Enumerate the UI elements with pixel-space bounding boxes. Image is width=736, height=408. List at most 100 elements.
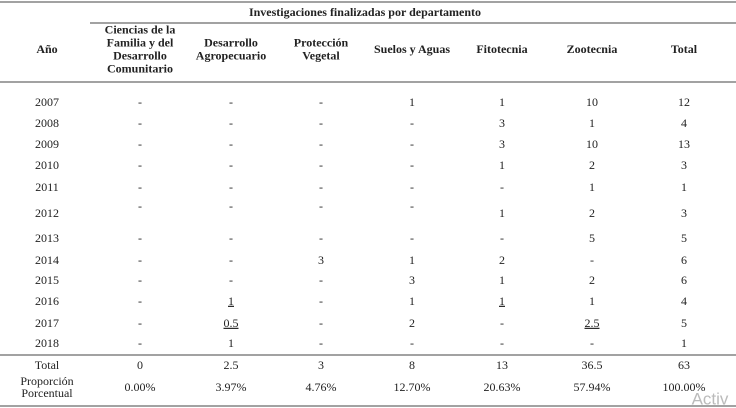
cell: 1 bbox=[409, 294, 415, 308]
cell: 3 bbox=[681, 158, 687, 172]
cell: 2 bbox=[499, 253, 505, 267]
cell: - bbox=[410, 180, 414, 194]
column-header: Agropecuario bbox=[196, 48, 266, 62]
cell: 1 bbox=[499, 95, 505, 109]
column-header: Desarrollo bbox=[113, 48, 167, 62]
cell: - bbox=[229, 231, 233, 245]
cell: 4 bbox=[681, 294, 687, 308]
cell: - bbox=[229, 253, 233, 267]
cell: - bbox=[500, 180, 504, 194]
cell: - bbox=[138, 231, 142, 245]
cell: 2 bbox=[409, 316, 415, 330]
column-header: Familia y del bbox=[107, 35, 174, 49]
cell: 3 bbox=[681, 206, 687, 220]
cell: 36.5 bbox=[582, 358, 603, 372]
cell: 2.5 bbox=[585, 316, 600, 330]
cell: - bbox=[138, 336, 142, 350]
cell: - bbox=[138, 294, 142, 308]
cell: 6 bbox=[681, 253, 687, 267]
cell: 3 bbox=[409, 273, 415, 287]
cell: - bbox=[319, 316, 323, 330]
cell: - bbox=[138, 137, 142, 151]
cell: - bbox=[410, 336, 414, 350]
cell: 1 bbox=[681, 336, 687, 350]
cell: 5 bbox=[681, 231, 687, 245]
row-label: 2014 bbox=[35, 253, 59, 267]
cell: 13 bbox=[678, 137, 690, 151]
row-label: 2012 bbox=[35, 206, 59, 220]
cell: - bbox=[138, 273, 142, 287]
cell: - bbox=[138, 95, 142, 109]
cell: - bbox=[500, 316, 504, 330]
cell: 1 bbox=[409, 253, 415, 267]
row-label: 2009 bbox=[35, 137, 59, 151]
column-header: Ciencias de la bbox=[105, 22, 176, 36]
cell: - bbox=[319, 294, 323, 308]
cell: 12.70% bbox=[394, 380, 431, 394]
cell: - bbox=[229, 95, 233, 109]
cell: 1 bbox=[499, 206, 505, 220]
cell: 5 bbox=[589, 231, 595, 245]
row-label: Proporción bbox=[20, 374, 73, 388]
cell: - bbox=[229, 199, 233, 213]
cell: 3 bbox=[318, 358, 324, 372]
cell: - bbox=[319, 158, 323, 172]
cell: 1 bbox=[589, 294, 595, 308]
cell: - bbox=[319, 273, 323, 287]
cell: 1 bbox=[228, 294, 234, 308]
column-header: Vegetal bbox=[302, 48, 340, 62]
cell: 0 bbox=[137, 358, 143, 372]
cell: 20.63% bbox=[484, 380, 521, 394]
cell: 100.00% bbox=[663, 380, 706, 394]
cell: 3.97% bbox=[216, 380, 247, 394]
row-label: Total bbox=[35, 358, 60, 372]
cell: 8 bbox=[409, 358, 415, 372]
row-label: 2016 bbox=[35, 294, 59, 308]
cell: - bbox=[500, 231, 504, 245]
cell: 4 bbox=[681, 116, 687, 130]
cell: 10 bbox=[586, 95, 598, 109]
cell: 0.5 bbox=[224, 316, 239, 330]
cell: - bbox=[410, 116, 414, 130]
cell: - bbox=[319, 116, 323, 130]
cell: 12 bbox=[678, 95, 690, 109]
cell: - bbox=[138, 158, 142, 172]
cell: - bbox=[138, 316, 142, 330]
cell: - bbox=[138, 199, 142, 213]
row-label: 2015 bbox=[35, 273, 59, 287]
cell: 1 bbox=[499, 294, 505, 308]
cell: - bbox=[500, 336, 504, 350]
cell: - bbox=[319, 180, 323, 194]
row-label: 2008 bbox=[35, 116, 59, 130]
cell: - bbox=[319, 336, 323, 350]
watermark: Activ bbox=[692, 389, 729, 408]
cell: - bbox=[410, 199, 414, 213]
cell: - bbox=[138, 253, 142, 267]
cell: 2 bbox=[589, 206, 595, 220]
cell: 3 bbox=[499, 137, 505, 151]
cell: - bbox=[410, 231, 414, 245]
cell: 1 bbox=[499, 158, 505, 172]
cell: 1 bbox=[589, 180, 595, 194]
cell: 2 bbox=[589, 158, 595, 172]
cell: - bbox=[410, 137, 414, 151]
row-label: 2011 bbox=[35, 180, 59, 194]
column-header: Suelos y Aguas bbox=[374, 42, 450, 56]
table-caption: Investigaciones finalizadas por departam… bbox=[249, 5, 481, 19]
column-header: Protección bbox=[294, 35, 349, 49]
row-label: 2010 bbox=[35, 158, 59, 172]
cell: 1 bbox=[681, 180, 687, 194]
row-label: 2007 bbox=[35, 95, 59, 109]
cell: 63 bbox=[678, 358, 690, 372]
column-header: Fitotecnia bbox=[476, 42, 527, 56]
cell: - bbox=[229, 137, 233, 151]
cell: 57.94% bbox=[574, 380, 611, 394]
cell: - bbox=[319, 231, 323, 245]
cell: - bbox=[319, 95, 323, 109]
column-header: Desarrollo bbox=[204, 35, 258, 49]
cell: - bbox=[319, 137, 323, 151]
cell: 6 bbox=[681, 273, 687, 287]
cell: 3 bbox=[499, 116, 505, 130]
column-header: Año bbox=[36, 42, 57, 56]
